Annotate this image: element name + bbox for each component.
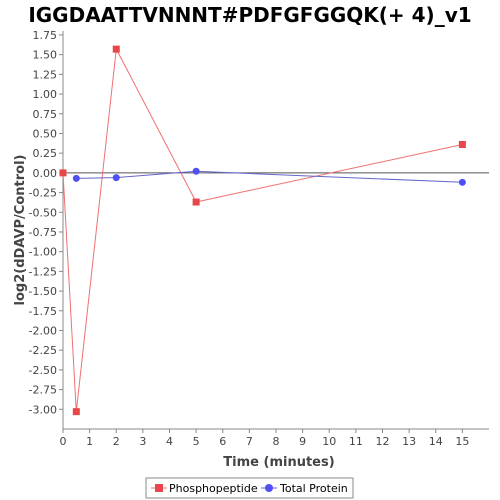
x-tick-label: 14 [429, 435, 443, 448]
y-tick-label: 1.50 [33, 49, 58, 62]
y-tick-label: 0.50 [33, 127, 58, 140]
data-point [192, 167, 200, 175]
legend: Phosphopeptide Total Protein [145, 477, 354, 499]
x-tick-label: 8 [273, 435, 280, 448]
x-tick-label: 11 [349, 435, 363, 448]
legend-phospho-marker [155, 484, 163, 492]
x-tick-label: 12 [376, 435, 390, 448]
chart-title: IGGDAATTVNNNT#PDFGFGGQK(+ 4)_v1 [28, 3, 471, 27]
legend-box [145, 477, 354, 499]
plot-area [63, 31, 489, 429]
y-tick-label: -1.75 [29, 305, 57, 318]
legend-total-label: Total Protein [279, 482, 348, 495]
x-tick-label: 2 [113, 435, 120, 448]
data-point [112, 174, 120, 182]
y-tick-label: 0.75 [33, 108, 58, 121]
y-tick-label: -0.50 [29, 206, 57, 219]
y-tick-label: 0.25 [33, 147, 58, 160]
y-tick-label: -1.00 [29, 246, 57, 259]
data-point [458, 140, 466, 148]
y-tick-label: 1.75 [33, 29, 58, 42]
y-tick-label: -0.75 [29, 226, 57, 239]
data-point [458, 178, 466, 186]
x-tick-label: 6 [219, 435, 226, 448]
data-point [59, 169, 67, 177]
x-tick-label: 1 [86, 435, 93, 448]
x-tick-label: 9 [299, 435, 306, 448]
x-tick-label: 4 [166, 435, 173, 448]
y-axis-ticks: 1.75 1.50 1.25 1.00 0.75 0.50 0.25 0.00 -0.25 -0.… [29, 29, 63, 416]
y-tick-label: 0.00 [33, 167, 58, 180]
y-tick-label: -3.00 [29, 403, 57, 416]
y-tick-label: -1.25 [29, 265, 57, 278]
y-tick-label: -2.75 [29, 384, 57, 397]
x-tick-label: 0 [60, 435, 67, 448]
x-tick-label: 15 [455, 435, 469, 448]
y-tick-label: -2.00 [29, 324, 57, 337]
x-axis-ticks: 0 1 2 3 4 5 6 7 8 9 10 11 12 13 14 15 [60, 429, 469, 448]
y-tick-label: 1.25 [33, 68, 58, 81]
y-tick-label: -2.50 [29, 364, 57, 377]
y-tick-label: -1.50 [29, 285, 57, 298]
series-line-1 [76, 170, 463, 183]
series-layer [59, 45, 466, 416]
x-tick-label: 10 [322, 435, 336, 448]
x-tick-label: 5 [193, 435, 200, 448]
y-tick-label: 1.00 [33, 88, 58, 101]
legend-phospho-label: Phosphopeptide [169, 482, 258, 495]
y-axis-label: log2(dDAVP/Control) [13, 155, 28, 306]
data-point [72, 408, 80, 416]
y-tick-label: -0.25 [29, 187, 57, 200]
data-point [112, 45, 120, 53]
data-point [72, 174, 80, 182]
legend-total-marker [265, 484, 273, 492]
y-tick-label: -2.25 [29, 344, 57, 357]
x-tick-label: 3 [139, 435, 146, 448]
x-tick-label: 13 [402, 435, 416, 448]
x-tick-label: 7 [246, 435, 253, 448]
x-axis-label: Time (minutes) [223, 455, 334, 470]
data-point [192, 198, 200, 206]
